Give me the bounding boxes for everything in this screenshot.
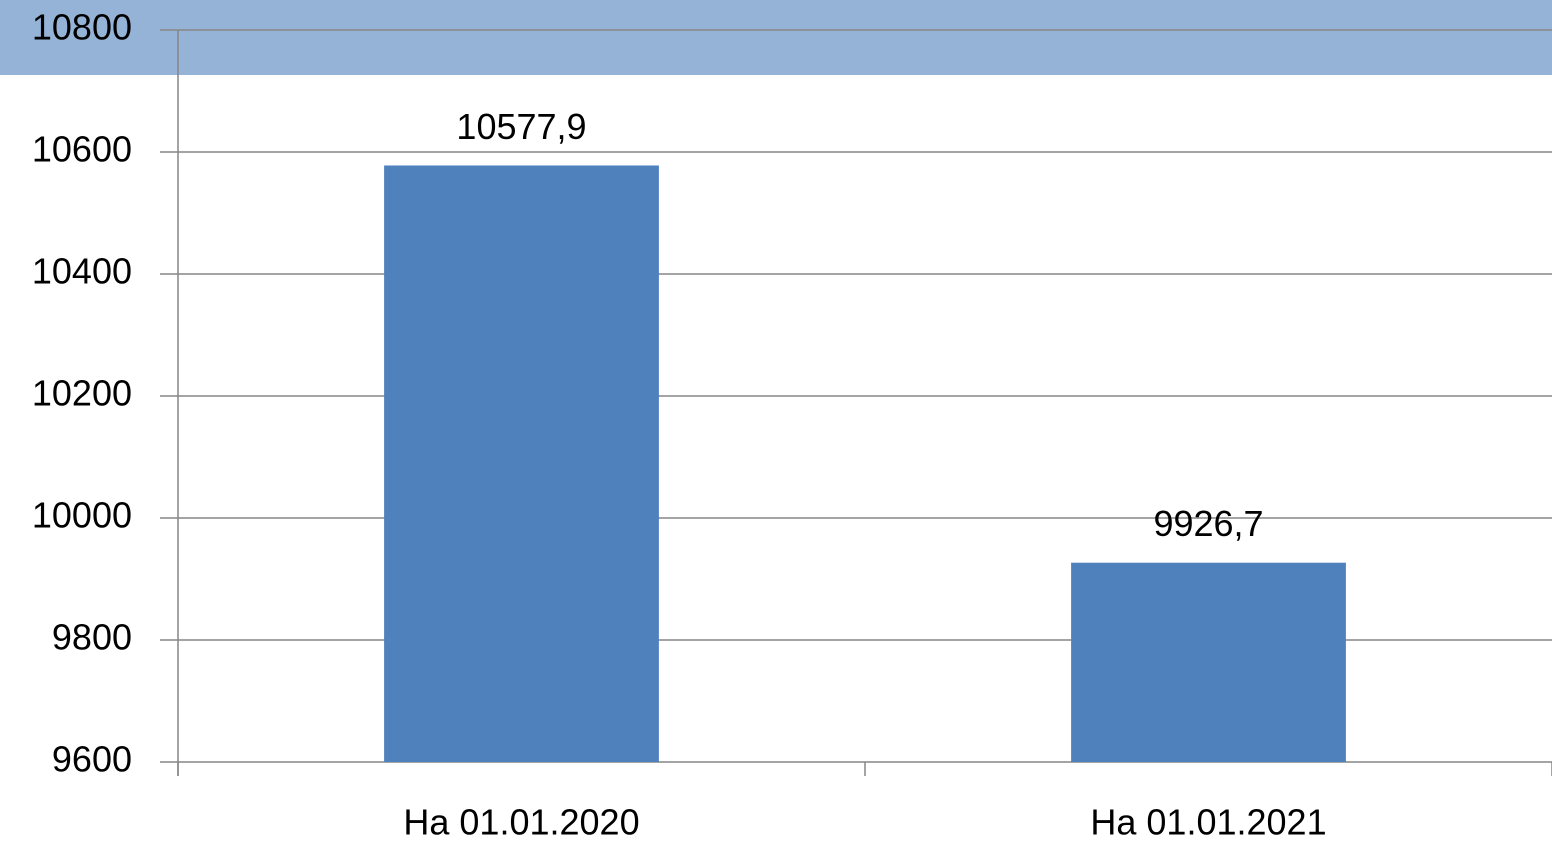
x-tick-label: На 01.01.2020 (403, 802, 639, 843)
bar (1071, 562, 1346, 762)
y-tick-label: 9800 (52, 617, 132, 658)
y-tick-label: 10400 (32, 251, 132, 292)
x-tick-label: На 01.01.2021 (1090, 802, 1326, 843)
y-tick-label: 10800 (32, 7, 132, 48)
data-label: 10577,9 (456, 106, 586, 147)
data-label: 9926,7 (1153, 503, 1263, 544)
y-tick-label: 10600 (32, 129, 132, 170)
y-tick-label: 9600 (52, 739, 132, 780)
y-tick-label: 10000 (32, 495, 132, 536)
header-band (0, 0, 1552, 75)
y-tick-label: 10200 (32, 373, 132, 414)
bar (384, 165, 659, 762)
